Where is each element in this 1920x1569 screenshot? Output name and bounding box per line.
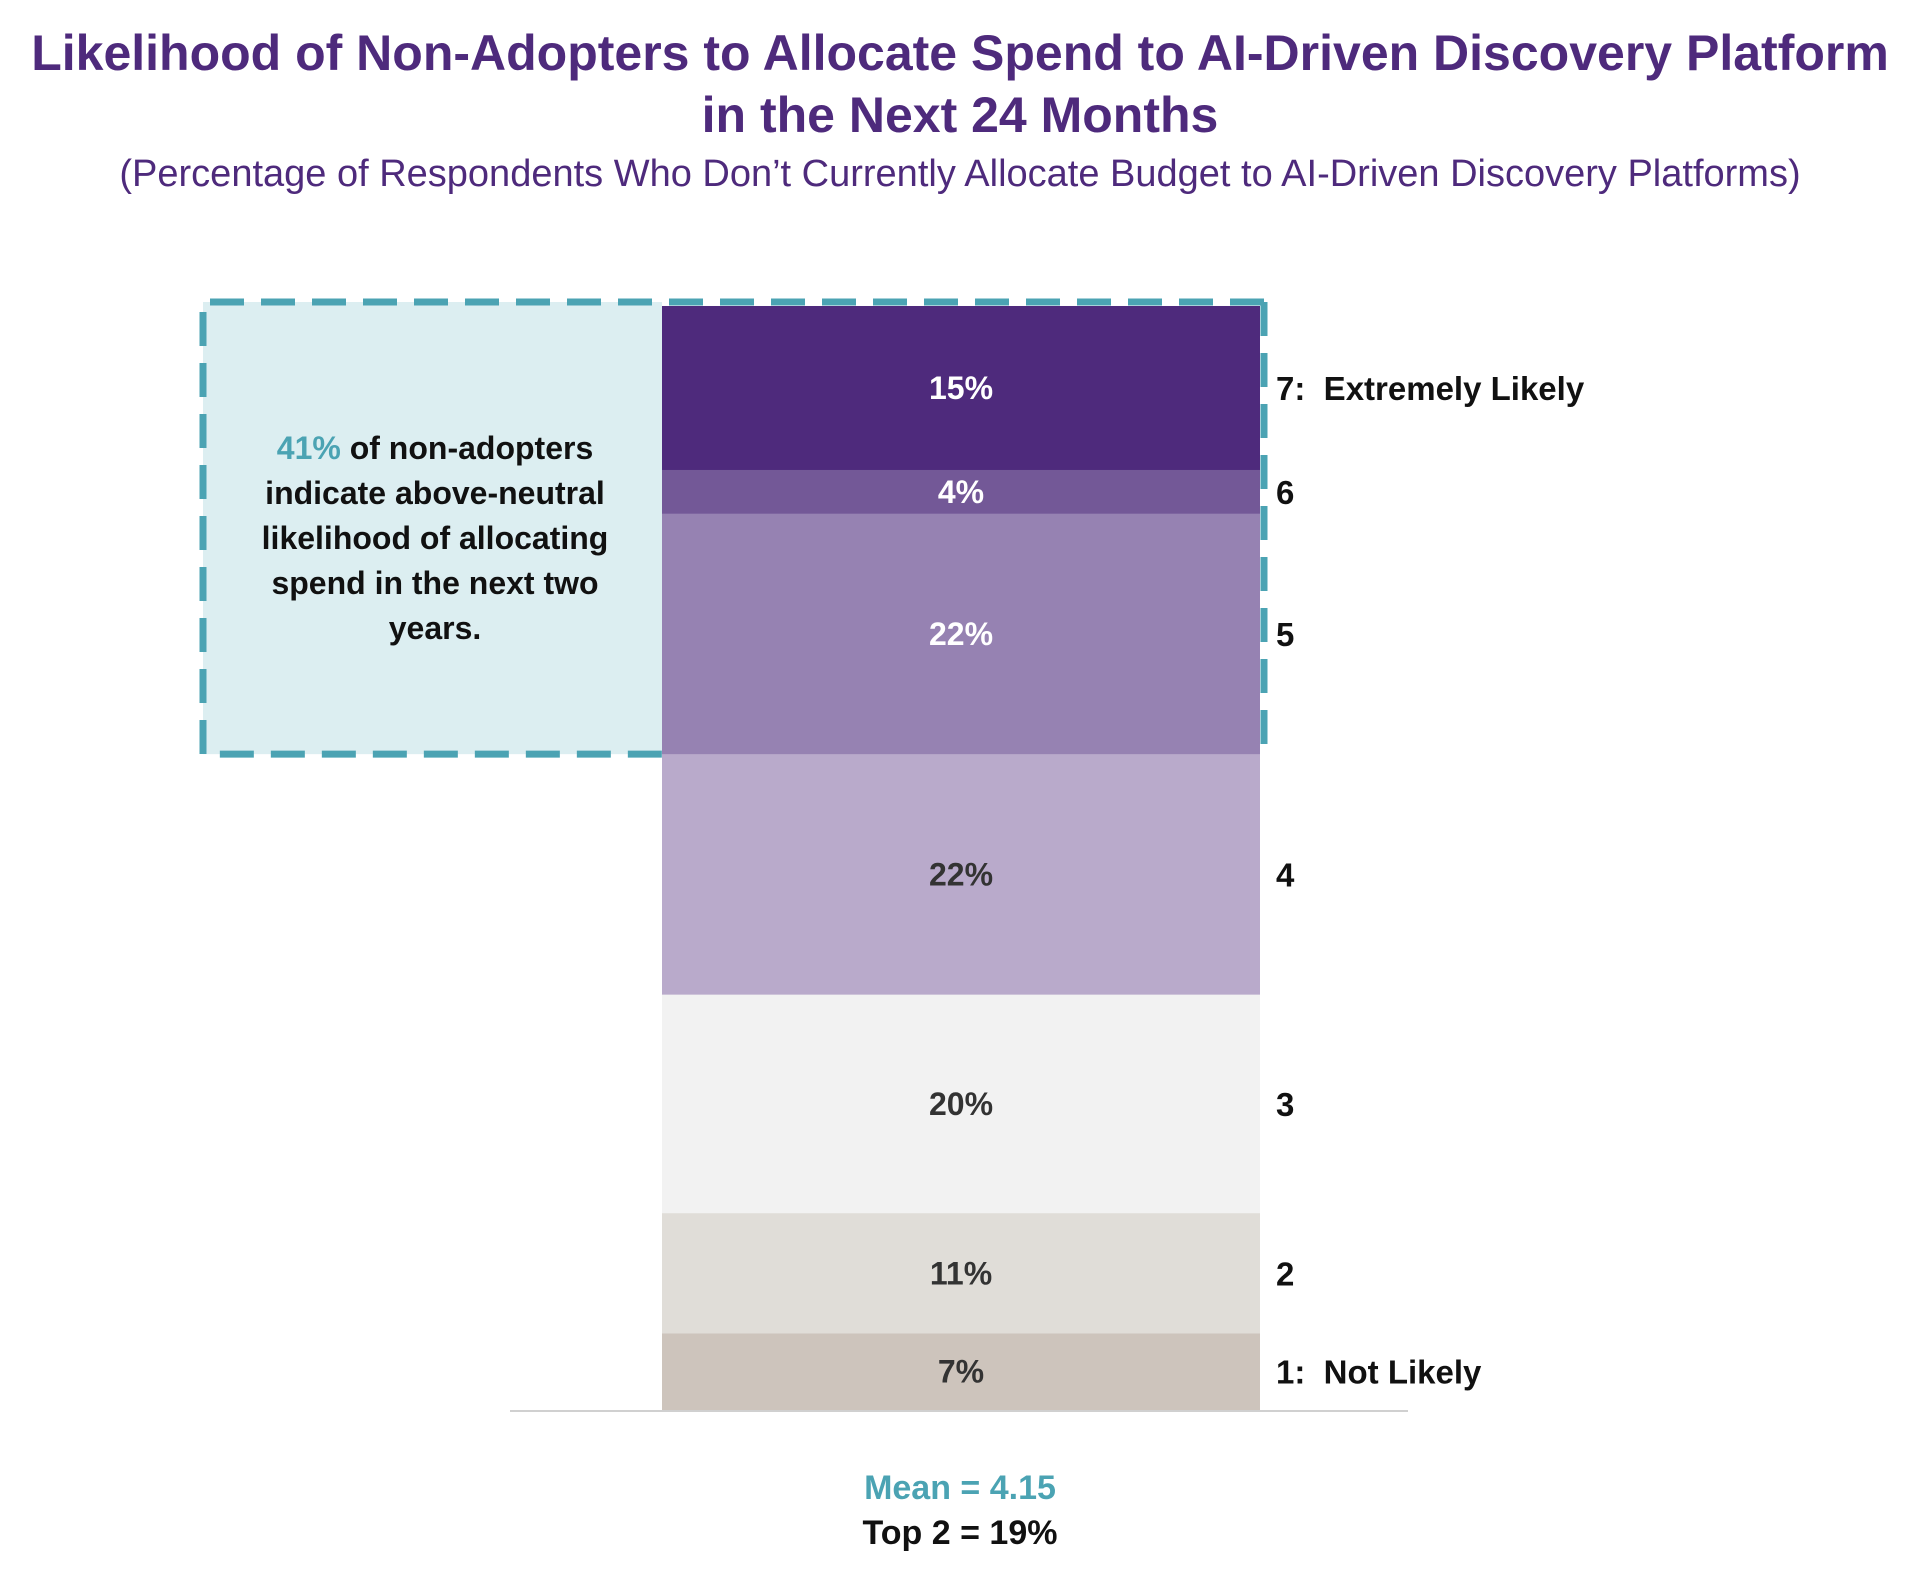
chart-subtitle: (Percentage of Respondents Who Don’t Cur…	[119, 153, 1801, 195]
bar-value-label-5: 22%	[929, 616, 993, 652]
top2-summary: Top 2 = 19%	[862, 1514, 1058, 1552]
bar-segment-1	[662, 1333, 1260, 1411]
bar-segment-3	[662, 994, 1260, 1214]
chart-title: Likelihood of Non-Adopters to Allocate S…	[0, 22, 1920, 146]
callout-box-fill	[203, 302, 662, 755]
category-label-4: 4	[1276, 856, 1295, 893]
chart-title-line-2: in the Next 24 Months	[701, 87, 1219, 143]
category-label-1: 1: Not Likely	[1276, 1354, 1482, 1391]
bar-segment-7	[662, 306, 1260, 471]
bar-segment-2	[662, 1213, 1260, 1334]
chart-title-line-1: Likelihood of Non-Adopters to Allocate S…	[31, 25, 1889, 81]
bar-value-label-1: 7%	[938, 1354, 984, 1390]
category-label-2: 2	[1276, 1255, 1294, 1292]
callout-body: of non-adopters indicate above-neutral l…	[261, 429, 609, 646]
bar-value-label-3: 20%	[929, 1086, 993, 1122]
category-label-5: 5	[1276, 616, 1294, 653]
mean-summary: Mean = 4.15	[864, 1469, 1056, 1507]
bar-value-label-7: 15%	[929, 370, 993, 406]
callout-text: 41% of non-adopters indicate above-neutr…	[210, 308, 660, 768]
bar-value-label-4: 22%	[929, 856, 993, 892]
bar-segment-6	[662, 469, 1260, 515]
bar-value-label-6: 4%	[938, 474, 984, 510]
bar-segment-4	[662, 754, 1260, 996]
category-label-7: 7: Extremely Likely	[1276, 370, 1585, 407]
bar-segment-5	[662, 513, 1260, 755]
category-label-3: 3	[1276, 1086, 1294, 1123]
category-label-6: 6	[1276, 474, 1294, 511]
callout-box-border	[199, 298, 1264, 758]
bar-value-label-2: 11%	[930, 1255, 992, 1291]
callout-highlight: 41%	[276, 429, 341, 466]
